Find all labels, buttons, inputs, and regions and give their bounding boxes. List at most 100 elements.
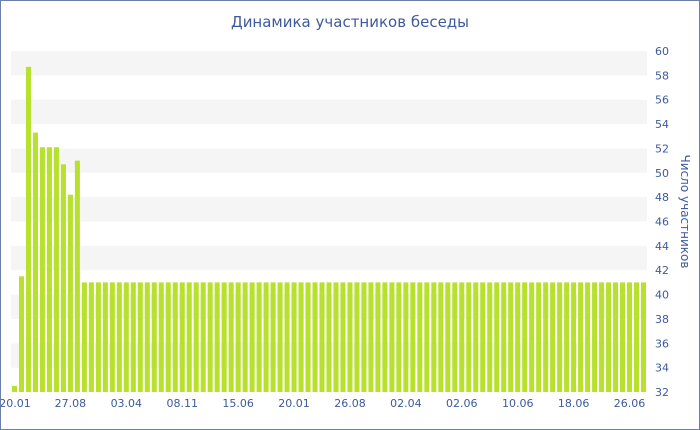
y-tick-label: 40 [655,289,669,302]
bar[interactable] [67,194,73,392]
bar[interactable] [473,282,479,392]
bar[interactable] [536,282,542,392]
bar[interactable] [74,160,80,392]
bar[interactable] [529,282,535,392]
x-tick-label: 02.06 [446,397,478,410]
bar[interactable] [424,282,430,392]
bar[interactable] [606,282,612,392]
bar[interactable] [263,282,269,392]
bar[interactable] [340,282,346,392]
bar[interactable] [578,282,584,392]
bar[interactable] [382,282,388,392]
bar[interactable] [291,282,297,392]
bar[interactable] [151,282,157,392]
x-tick-label: 15.06 [222,397,254,410]
bar[interactable] [235,282,241,392]
bar[interactable] [466,282,472,392]
bar[interactable] [193,282,199,392]
bar[interactable] [508,282,514,392]
y-tick-label: 34 [655,362,669,375]
bar[interactable] [557,282,563,392]
bar[interactable] [123,282,129,392]
bar[interactable] [46,147,52,392]
bar[interactable] [417,282,423,392]
bar[interactable] [445,282,451,392]
bar[interactable] [186,282,192,392]
bar[interactable] [326,282,332,392]
bar[interactable] [137,282,143,392]
bar[interactable] [130,282,136,392]
bar[interactable] [599,282,605,392]
bar[interactable] [487,282,493,392]
bar[interactable] [60,164,66,392]
bar[interactable] [368,282,374,392]
bar[interactable] [627,282,633,392]
bar[interactable] [550,282,556,392]
bar[interactable] [249,282,255,392]
bar[interactable] [165,282,171,392]
bar[interactable] [305,282,311,392]
bar[interactable] [452,282,458,392]
bar[interactable] [256,282,262,392]
bar[interactable] [431,282,437,392]
bar[interactable] [270,282,276,392]
bar[interactable] [640,282,647,392]
bar[interactable] [95,282,101,392]
bar[interactable] [116,282,122,392]
bar[interactable] [102,282,108,392]
bar[interactable] [200,282,206,392]
bar[interactable] [214,282,220,392]
bar[interactable] [620,282,626,392]
bar[interactable] [11,385,18,392]
bar[interactable] [480,282,486,392]
bar[interactable] [39,147,45,392]
bar[interactable] [242,282,248,392]
bar[interactable] [389,282,395,392]
bar[interactable] [613,282,619,392]
bar[interactable] [144,282,150,392]
bar[interactable] [494,282,500,392]
bar[interactable] [172,282,178,392]
bar[interactable] [25,66,31,392]
bar[interactable] [585,282,591,392]
grid-band [11,148,647,173]
bar[interactable] [522,282,528,392]
bar[interactable] [571,282,577,392]
bar[interactable] [32,132,38,392]
bar[interactable] [333,282,339,392]
bar[interactable] [312,282,318,392]
bar[interactable] [501,282,507,392]
bar[interactable] [361,282,367,392]
bar[interactable] [207,282,213,392]
bar[interactable] [634,282,640,392]
bar[interactable] [53,147,59,392]
bar[interactable] [228,282,234,392]
bar[interactable] [81,282,87,392]
bar[interactable] [564,282,570,392]
bar[interactable] [543,282,549,392]
bar[interactable] [298,282,304,392]
bar[interactable] [438,282,444,392]
bar[interactable] [403,282,409,392]
y-axis-title: Число участников [678,155,692,269]
bar[interactable] [221,282,227,392]
bar[interactable] [158,282,164,392]
bar[interactable] [396,282,402,392]
bar[interactable] [179,282,185,392]
y-tick-label: 56 [655,94,669,107]
bar[interactable] [375,282,381,392]
bar[interactable] [109,282,115,392]
x-tick-label: 26.08 [334,397,366,410]
bar[interactable] [88,282,94,392]
bar[interactable] [347,282,353,392]
bar[interactable] [18,276,24,392]
bar[interactable] [459,282,465,392]
grid-band [11,99,647,125]
bar[interactable] [410,282,416,392]
bar[interactable] [592,282,598,392]
bar[interactable] [319,282,325,392]
bar[interactable] [284,282,290,392]
bar[interactable] [354,282,360,392]
bar[interactable] [515,282,521,392]
bar[interactable] [277,282,283,392]
